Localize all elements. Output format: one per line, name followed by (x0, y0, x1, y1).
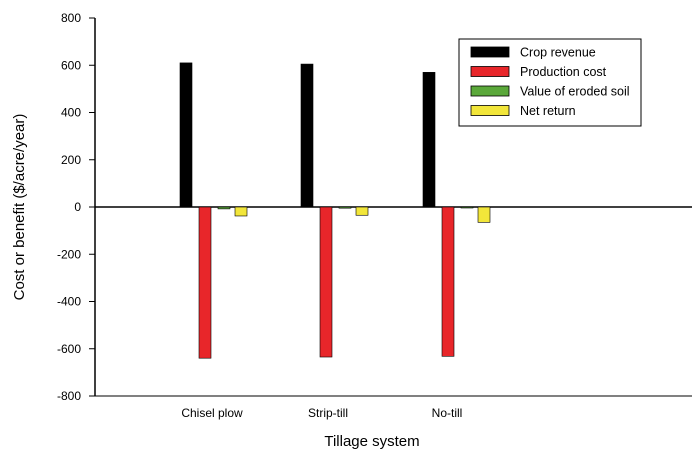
legend-label: Net return (520, 104, 576, 118)
bar-net-return (355, 206, 369, 216)
legend-label: Crop revenue (520, 46, 596, 60)
bar-crop-revenue (179, 62, 193, 208)
legend-swatch (470, 46, 510, 58)
y-tick-labels: 800 600 400 200 0 -200 -400 -600 -800 (57, 11, 81, 403)
bar-production-cost (198, 206, 212, 359)
y-axis-title: Cost or benefit ($/acre/year) (11, 114, 28, 301)
legend: Crop revenue Production cost Value of erod… (458, 38, 642, 127)
bar-value-of-eroded-soil (338, 206, 352, 209)
x-tick-label: Chisel plow (181, 406, 243, 420)
y-tick-label: -200 (57, 247, 81, 261)
x-tick-label: No-till (432, 406, 463, 420)
legend-swatch (470, 105, 510, 116)
x-tick-label: Strip-till (308, 406, 348, 420)
y-tick-label: 0 (74, 200, 81, 214)
y-tick-label: 600 (61, 58, 81, 72)
bar-value-of-eroded-soil (217, 206, 231, 210)
legend-items: Crop revenue Production cost Value of erod… (470, 46, 630, 118)
bars (179, 62, 491, 359)
legend-swatch (470, 66, 510, 77)
legend-label: Value of eroded soil (520, 85, 630, 99)
y-tick-label: 400 (61, 106, 81, 120)
bar-production-cost (441, 206, 455, 357)
bar-net-return (234, 206, 248, 217)
y-tick-label: 200 (61, 153, 81, 167)
x-tick-labels: Chisel plow Strip-till No-till (181, 406, 462, 420)
x-axis-title: Tillage system (324, 433, 419, 450)
bar-production-cost (319, 206, 333, 358)
bar-crop-revenue (300, 63, 314, 208)
y-tick-label: 800 (61, 11, 81, 25)
y-tick-label: -800 (57, 389, 81, 403)
y-ticks (89, 17, 95, 397)
y-tick-label: -400 (57, 295, 81, 309)
bar-crop-revenue (422, 72, 436, 208)
legend-swatch (470, 85, 510, 97)
bar-value-of-eroded-soil (460, 206, 474, 209)
legend-label: Production cost (520, 65, 607, 79)
bar-net-return (477, 206, 491, 223)
y-tick-label: -600 (57, 342, 81, 356)
